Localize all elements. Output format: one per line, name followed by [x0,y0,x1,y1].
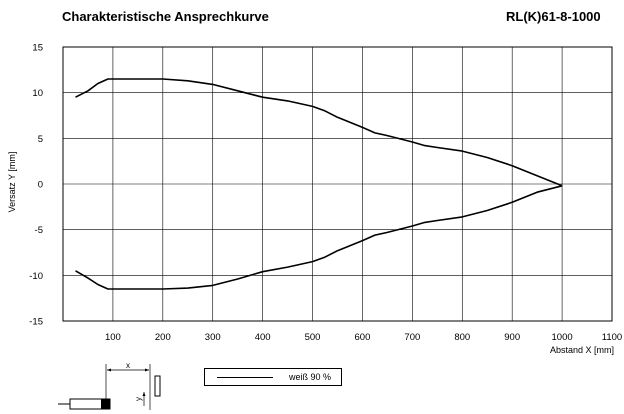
reflector [154,375,161,397]
y-tick-labels: 15 10 5 0 -5 -10 -15 [29,43,43,328]
dim-y-label: y [134,397,143,401]
legend-swatch-line [217,377,273,378]
x-tick-label: 800 [454,332,470,343]
dim-x-arrow-left [107,368,111,372]
x-tick-label: 200 [155,332,171,343]
x-tick-label: 100 [105,332,121,343]
sensor-setup-schematic: x y [58,362,161,410]
series-lines [75,78,563,290]
dim-x-label: x [126,362,130,370]
y-axis-label: Versatz Y [mm] [7,152,17,213]
y-tick-label: -10 [29,271,43,282]
x-tick-label: 500 [305,332,321,343]
x-tick-label: 1000 [552,332,573,343]
x-tick-labels: 100 200 300 400 500 600 700 800 900 1000 1100 [105,332,622,343]
chart-grid [63,46,613,322]
y-tick-label: 5 [38,134,43,145]
x-tick-label: 600 [355,332,371,343]
series-line-lower [75,185,563,290]
y-tick-label: 0 [38,180,43,191]
legend: weiß 90 % [204,368,342,386]
x-tick-label: 300 [205,332,221,343]
y-tick-label: -15 [29,317,43,328]
legend-entry-label: weiß 90 % [289,372,332,382]
plot-border [62,46,613,322]
y-tick-label: 10 [32,88,43,99]
y-tick-label: -5 [35,225,43,236]
response-curve-chart: 100 200 300 400 500 600 700 800 900 1000 1100 1510… [7,43,622,356]
x-tick-label: 1100 [602,332,622,343]
x-axis-label: Abstand X [mm] [550,345,614,355]
x-tick-label: 400 [255,332,271,343]
x-tick-label: 900 [504,332,520,343]
dim-x-arrow-right [145,368,149,372]
x-tick-label: 700 [404,332,420,343]
chart-title: Charakteristische Ansprechkurve [62,9,269,24]
series-line-upper [75,78,563,187]
dim-y-arrow [142,392,146,396]
y-tick-label: 15 [32,43,43,54]
model-number: RL(K)61-8-1000 [506,9,601,24]
sensor-lens [101,399,110,409]
plot-frame [62,46,613,322]
